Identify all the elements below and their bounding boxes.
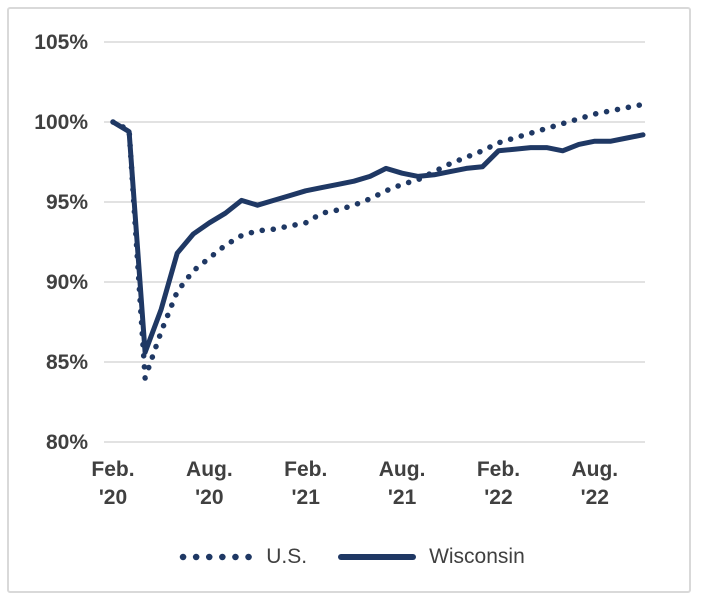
series-line-wisconsin <box>110 119 646 355</box>
wisconsin-solid-line-swatch <box>338 554 417 560</box>
y-axis-tick-label: 90% <box>46 271 88 294</box>
x-axis-tick-label-month: Feb. <box>284 458 327 481</box>
x-axis-tick-label-year: '21 <box>388 486 417 509</box>
x-axis-tick-label-month: Feb. <box>91 458 134 481</box>
legend-item-us: U.S. <box>178 545 307 569</box>
us-dotted-line-swatch <box>179 553 253 561</box>
x-axis-tick-label-year: '22 <box>484 486 512 509</box>
x-axis-tick-label-year: '21 <box>292 486 321 509</box>
x-axis-tick-label-year: '22 <box>581 486 609 509</box>
legend-label-wisconsin: Wisconsin <box>429 545 525 568</box>
series-line-us <box>110 101 646 381</box>
chart-frame-border <box>7 7 691 593</box>
x-axis-tick-label-month: Feb. <box>477 458 520 481</box>
x-axis-tick-label-month: Aug. <box>571 458 618 481</box>
legend-item-wisconsin: Wisconsin <box>337 545 525 569</box>
y-axis-tick-label: 85% <box>46 351 88 374</box>
x-axis-tick-label-year: '20 <box>99 486 127 509</box>
x-axis-tick-label-year: '20 <box>195 486 223 509</box>
y-axis-tick-label: 95% <box>46 191 88 214</box>
chart-legend: U.S. Wisconsin <box>0 545 703 569</box>
y-axis-tick-label: 80% <box>46 431 88 454</box>
y-axis-tick-label: 105% <box>34 31 88 54</box>
legend-label-us: U.S. <box>266 545 308 568</box>
x-axis-tick-label-month: Aug. <box>186 458 233 481</box>
x-axis-tick-label-month: Aug. <box>379 458 426 481</box>
y-axis-tick-label: 100% <box>34 111 88 134</box>
